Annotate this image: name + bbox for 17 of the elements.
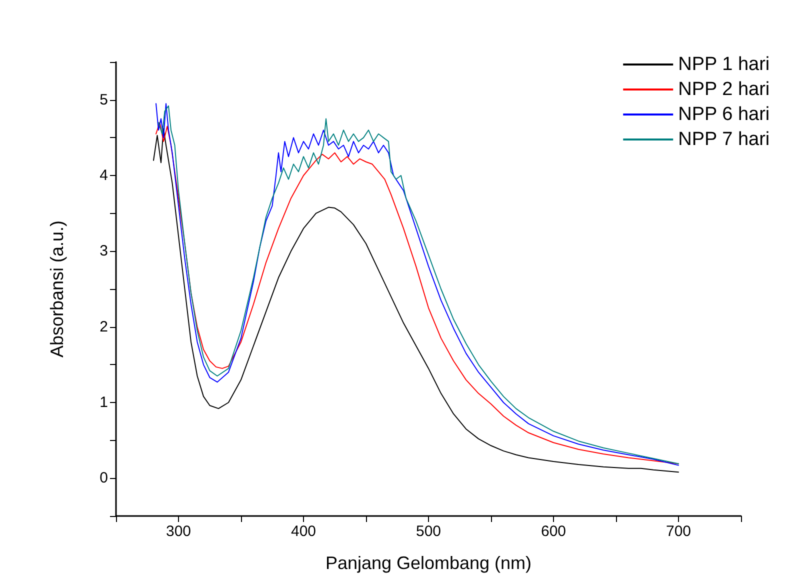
legend-label: NPP 6 hari xyxy=(678,104,770,125)
y-tick-label: 0 xyxy=(100,470,108,487)
legend-label: NPP 1 hari xyxy=(678,54,770,75)
x-tick-label: 700 xyxy=(666,523,692,540)
y-tick-label: 3 xyxy=(100,242,108,260)
y-tick-label: 1 xyxy=(100,394,108,411)
x-axis-title: Panjang Gelombang (nm) xyxy=(325,553,532,573)
x-tick-label: 300 xyxy=(166,523,192,540)
legend-label: NPP 7 hari xyxy=(678,129,770,150)
x-tick-label: 400 xyxy=(290,523,316,540)
y-axis-title: Absorbansi (a.u.) xyxy=(47,220,67,358)
y-tick-label: 5 xyxy=(100,91,108,108)
y-tick-label: 2 xyxy=(100,318,108,336)
legend-label: NPP 2 hari xyxy=(678,79,770,100)
x-tick-label: 500 xyxy=(416,523,442,540)
x-tick-label: 600 xyxy=(540,523,566,540)
y-tick-label: 4 xyxy=(100,167,108,184)
